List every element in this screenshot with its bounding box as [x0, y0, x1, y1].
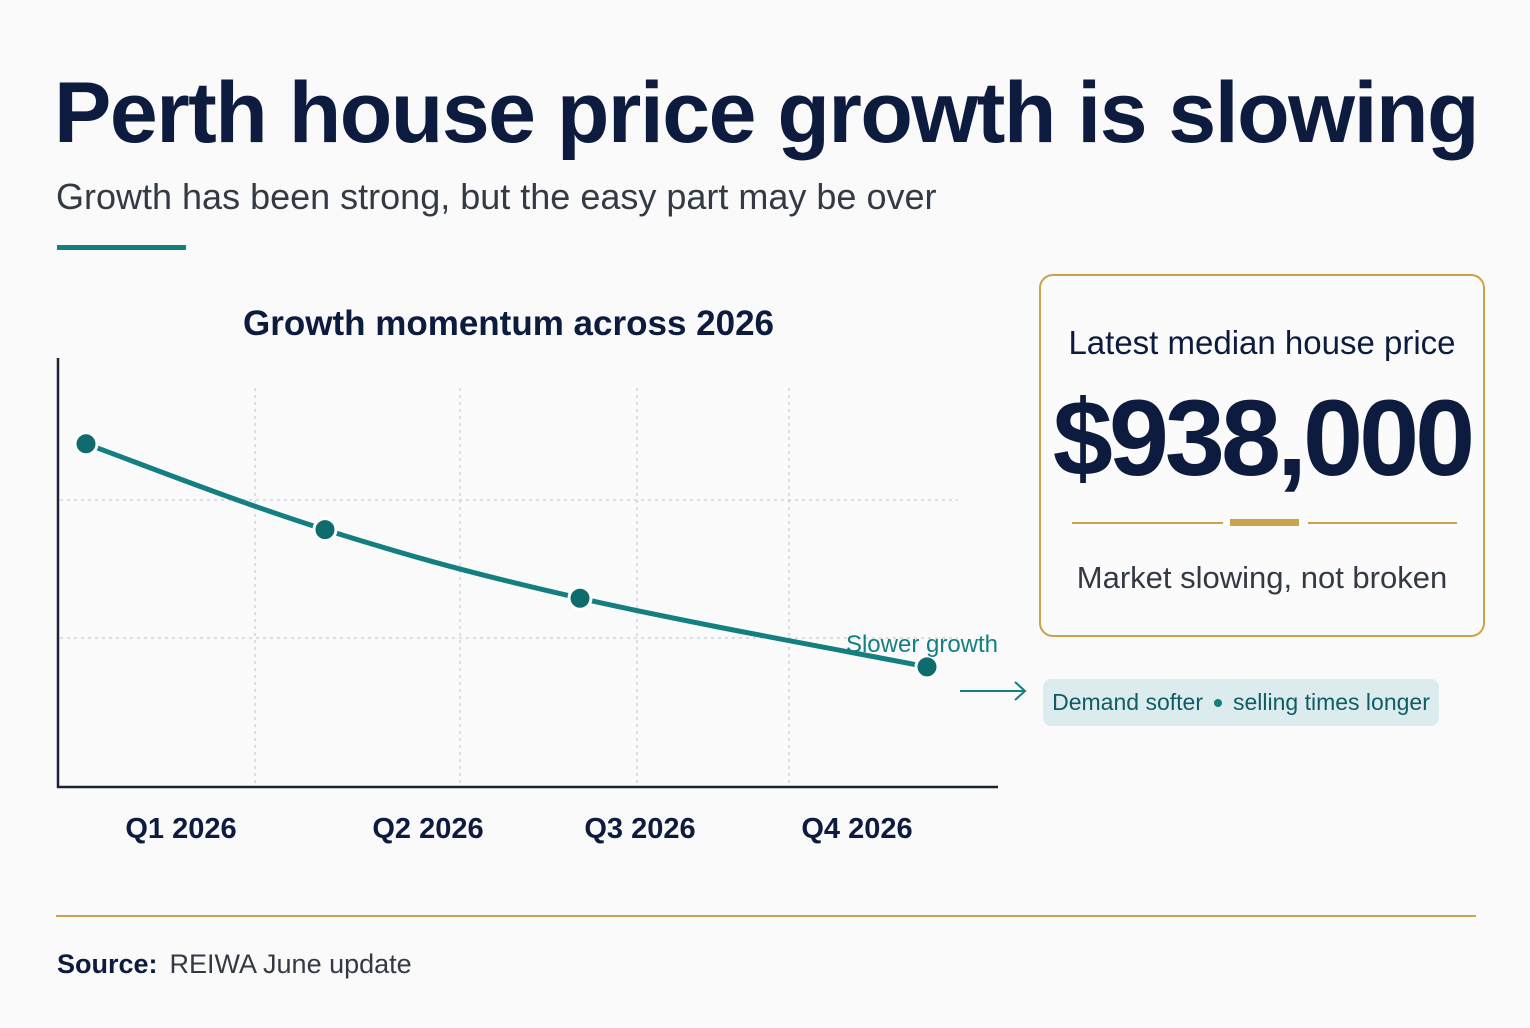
demand-callout-part1: Demand softer	[1052, 689, 1203, 715]
chart-title: Growth momentum across 2026	[243, 304, 774, 343]
data-point	[312, 517, 338, 543]
footer-rule	[56, 915, 1476, 917]
x-tick-label: Q2 2026	[372, 813, 483, 845]
source-label: Source:	[57, 949, 158, 979]
median-price-label: Latest median house price	[1068, 324, 1456, 361]
x-tick-label: Q4 2026	[801, 813, 912, 845]
series-line	[83, 441, 930, 670]
chart-grid	[60, 388, 958, 787]
median-price-value: $938,000	[1052, 377, 1475, 498]
arrow-right-icon	[960, 681, 1027, 701]
median-price-card: Latest median house price $938,000 Marke…	[1039, 274, 1485, 637]
x-tick-labels: Q1 2026 Q2 2026 Q3 2026 Q4 2026	[125, 813, 912, 845]
demand-callout-part2: selling times longer	[1232, 689, 1430, 715]
data-point	[914, 654, 940, 680]
source-line: Source: REIWA June update	[57, 946, 412, 982]
card-divider-right	[1308, 522, 1457, 524]
page-subtitle: Growth has been strong, but the easy par…	[56, 176, 937, 217]
data-point	[567, 585, 593, 611]
page-title: Perth house price growth is slowing	[54, 65, 1480, 161]
slower-growth-annotation: Slower growth	[846, 631, 998, 658]
x-tick-label: Q3 2026	[584, 813, 695, 845]
chart-axes	[56, 358, 998, 789]
source-text: REIWA June update	[169, 949, 412, 979]
chart-series	[73, 431, 940, 680]
data-point	[73, 431, 99, 457]
card-divider-accent	[1230, 519, 1299, 526]
line-chart: Q1 2026 Q2 2026 Q3 2026 Q4 2026 Slower grow…	[56, 358, 1027, 845]
median-price-caption: Market slowing, not broken	[1076, 560, 1448, 595]
bullet-icon	[1213, 698, 1222, 707]
demand-callout: Demand softer selling times longer	[1043, 679, 1439, 726]
title-accent-rule	[57, 245, 186, 250]
x-tick-label: Q1 2026	[125, 813, 236, 845]
card-divider-left	[1072, 522, 1223, 524]
